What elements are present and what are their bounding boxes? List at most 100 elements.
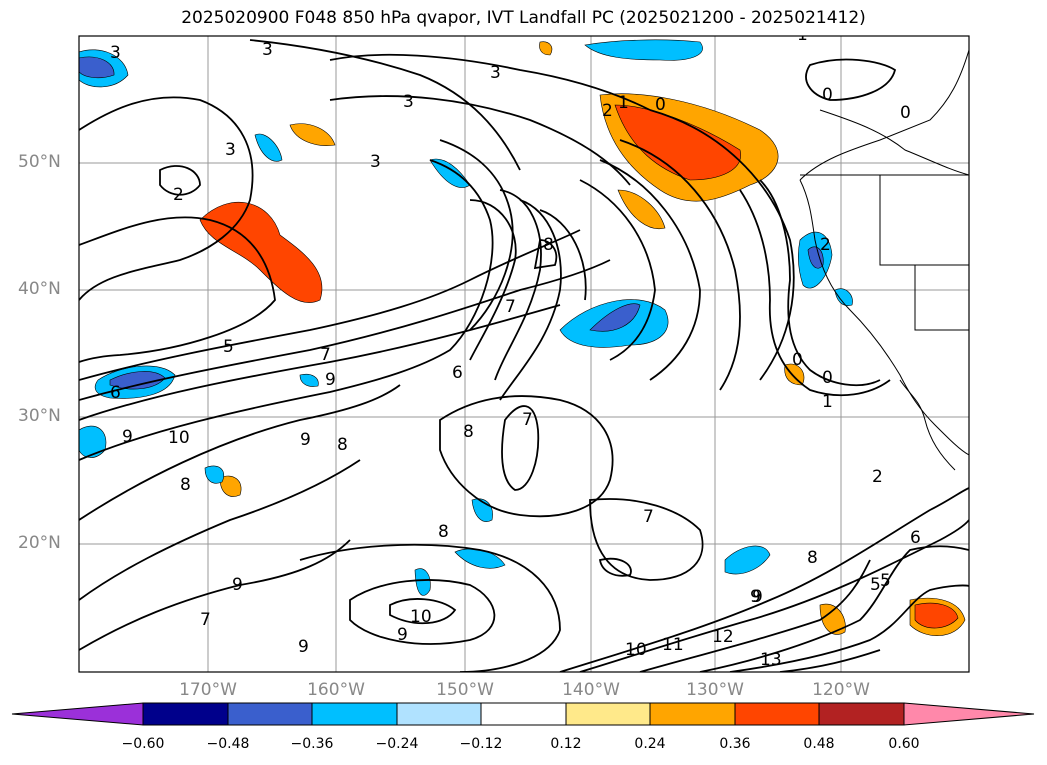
contour-label: 5 <box>870 575 881 595</box>
contour-label: 11 <box>662 635 684 655</box>
contour-label: 9 <box>325 370 336 390</box>
contour-label: 9 <box>122 427 133 447</box>
patch-negative <box>299 373 319 387</box>
contour-label: 9 <box>300 430 311 450</box>
coastlines <box>799 49 969 471</box>
contour-label: 3 <box>370 152 381 172</box>
contour-labels: 3 3 3 3 3 3 2 2 1 0 0 0 2 1 0 0 1 2 5 5 … <box>110 25 921 670</box>
contour-label: 12 <box>712 627 734 647</box>
contour-label: 5 <box>223 337 234 357</box>
contour-label: 9 <box>232 575 243 595</box>
colorbar-tick: 0.12 <box>550 736 582 752</box>
patch-positive <box>914 602 959 629</box>
contour-label: 8 <box>463 422 474 442</box>
contour-label: 0 <box>822 85 833 105</box>
colorbar-bin <box>565 702 651 726</box>
contour-label: 9 <box>397 625 408 645</box>
patch-negative <box>454 548 506 569</box>
colorbar-bin <box>480 702 567 726</box>
colorbar-tick: 0.60 <box>888 736 920 752</box>
colorbar-tick: 0.36 <box>719 736 751 752</box>
contour-label: 8 <box>807 548 818 568</box>
lon-label: 150°W <box>436 680 494 700</box>
colorbar-bin <box>311 702 398 726</box>
colorbar-tick: −0.48 <box>206 736 250 752</box>
colorbar-tick: −0.24 <box>375 736 419 752</box>
contour-label: 1 <box>618 93 629 113</box>
patch-positive <box>617 189 666 230</box>
contour-label: 2 <box>602 101 613 121</box>
patch-negative <box>584 39 703 61</box>
contour-label: 10 <box>410 607 432 627</box>
patch-negative <box>204 465 225 484</box>
contour-label: 8 <box>337 435 348 455</box>
lat-label: 20°N <box>18 533 61 553</box>
colorbar-tick: 0.48 <box>803 736 835 752</box>
patch-positive <box>219 475 242 497</box>
contour-label: 0 <box>900 103 911 123</box>
patch-positive <box>199 202 323 303</box>
contour-label: 13 <box>760 650 782 670</box>
contour-label: 3 <box>490 63 501 83</box>
contour-label: 0 <box>655 95 666 115</box>
lon-label: 130°W <box>686 680 744 700</box>
map-frame <box>78 35 970 673</box>
anomaly-patches <box>79 39 966 636</box>
contour-label: 0 <box>792 350 803 370</box>
colorbar-extend-low <box>11 702 144 726</box>
contour-label: 8 <box>543 235 554 255</box>
lat-label: 50°N <box>18 152 61 172</box>
lon-label: 170°W <box>179 680 237 700</box>
contour-label: 2 <box>173 185 184 205</box>
lon-label: 160°W <box>307 680 365 700</box>
contour-lines <box>79 39 969 672</box>
contour-label: 3 <box>110 43 121 63</box>
lat-label: 40°N <box>18 279 61 299</box>
contour-label: 7 <box>200 610 211 630</box>
patch-negative <box>807 246 824 269</box>
patch-negative <box>254 133 283 162</box>
contour-label: 2 <box>820 235 831 255</box>
colorbar-tick: 0.24 <box>634 736 666 752</box>
contour-label: 9 <box>752 587 763 607</box>
contour-label: 7 <box>320 345 331 365</box>
contour-label: 1 <box>797 25 808 45</box>
colorbar-bin <box>734 702 820 726</box>
lat-label: 30°N <box>18 406 61 426</box>
contour-label: 6 <box>452 363 463 383</box>
contour-label: 7 <box>522 410 533 430</box>
contour-label: 9 <box>750 587 761 607</box>
colorbar <box>11 702 1035 726</box>
map-title: 2025020900 F048 850 hPa qvapor, IVT Land… <box>181 8 866 28</box>
patch-negative <box>724 545 771 575</box>
contour-label: 1 <box>822 392 833 412</box>
colorbar-bin <box>649 702 736 726</box>
colorbar-bin <box>818 702 905 726</box>
contour-label: 6 <box>110 383 121 403</box>
colorbar-bin <box>396 702 482 726</box>
patch-positive <box>539 41 553 56</box>
colorbar-extend-high <box>903 702 1035 726</box>
lon-label: 140°W <box>562 680 620 700</box>
colorbar-bin <box>227 702 313 726</box>
contour-label: 5 <box>880 571 891 591</box>
contour-label: 6 <box>910 528 921 548</box>
patch-negative <box>79 56 115 79</box>
contour-label: 3 <box>225 140 236 160</box>
contour-label: 7 <box>505 297 516 317</box>
contour-label: 2 <box>872 467 883 487</box>
lon-label: 120°W <box>812 680 870 700</box>
contour-label: 7 <box>643 507 654 527</box>
patch-positive <box>819 603 846 635</box>
contour-label: 8 <box>438 522 449 542</box>
colorbar-tick: −0.60 <box>121 736 165 752</box>
contour-label: 3 <box>262 40 273 60</box>
colorbar-bin <box>142 702 229 726</box>
contour-label: 3 <box>403 92 414 112</box>
patch-negative <box>79 425 107 458</box>
patch-negative <box>589 303 641 332</box>
patch-positive <box>289 123 336 146</box>
gridlines <box>79 36 969 672</box>
contour-label: 9 <box>298 637 309 657</box>
